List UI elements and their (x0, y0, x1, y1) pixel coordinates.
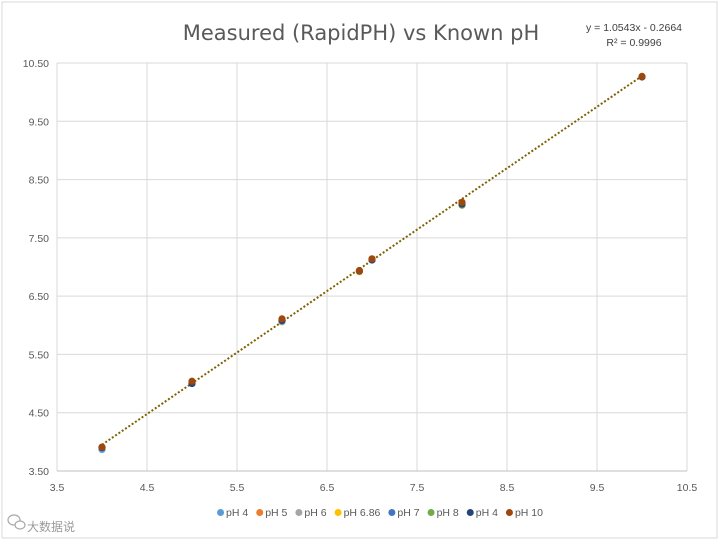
legend-item: pH 4 (217, 507, 248, 519)
legend-item: pH 7 (388, 507, 420, 519)
x-tick-label: 3.5 (50, 482, 65, 494)
y-tick-label: 4.50 (29, 408, 50, 420)
legend-label: pH 4 (226, 507, 248, 519)
legend-label: pH 10 (515, 507, 543, 519)
data-point (278, 315, 286, 323)
legend-item: pH 5 (256, 507, 288, 519)
x-tick-label: 9.5 (590, 482, 605, 494)
wechat-icon (7, 514, 26, 530)
y-tick-label: 8.50 (29, 175, 50, 187)
watermark: 大数据说 (7, 514, 75, 534)
watermark-text: 大数据说 (27, 519, 75, 534)
x-tick-label: 8.5 (500, 482, 515, 494)
y-tick-label: 6.50 (29, 291, 50, 303)
y-tick-label: 3.50 (29, 466, 50, 478)
legend-item: pH 6.86 (334, 507, 381, 519)
x-tick-label: 10.5 (677, 482, 698, 494)
data-point (368, 255, 376, 263)
legend: pH 4 pH 5 pH 6 pH 6.86 pH 7 pH 8 pH 4 pH 10 (217, 507, 543, 519)
legend-marker (466, 509, 474, 516)
legend-label: pH 5 (265, 507, 287, 519)
y-tick-label: 9.50 (29, 116, 50, 128)
x-tick-label: 5.5 (230, 482, 245, 494)
data-point (98, 443, 106, 451)
legend-marker (217, 509, 225, 516)
legend-label: pH 6 (304, 507, 326, 519)
chart-title: Measured (RapidPH) vs Known pH (183, 21, 540, 45)
data-point (458, 198, 466, 206)
data-points (98, 72, 646, 454)
data-point (188, 377, 196, 385)
legend-item: pH 8 (427, 507, 459, 519)
axes: 3.5 4.5 5.5 6.5 7.5 8.5 9.5 10.5 3.50 4.50 5.50 6.5… (23, 58, 698, 494)
legend-marker (505, 509, 513, 516)
y-tick-label: 7.50 (29, 233, 50, 245)
legend-marker (295, 509, 303, 516)
legend-marker (388, 509, 396, 516)
legend-label: pH 4 (476, 507, 498, 519)
y-tick-label: 10.50 (23, 58, 49, 70)
legend-label: pH 6.86 (344, 507, 381, 519)
legend-item: pH 4 (466, 507, 498, 519)
y-tick-label: 5.50 (29, 349, 50, 361)
x-tick-label: 4.5 (140, 482, 155, 494)
x-tick-label: 6.5 (320, 482, 335, 494)
x-tick-label: 7.5 (410, 482, 425, 494)
legend-item: pH 6 (295, 507, 327, 519)
legend-label: pH 7 (397, 507, 419, 519)
legend-marker (256, 509, 264, 516)
legend-label: pH 8 (437, 507, 459, 519)
data-point (355, 266, 363, 275)
legend-item: pH 10 (505, 507, 543, 519)
legend-marker (334, 509, 342, 516)
data-point (638, 72, 646, 81)
trendline-r-squared: R² = 0.9996 (606, 37, 661, 49)
trendline-equation: y = 1.0543x - 0.2664 (586, 22, 682, 34)
legend-marker (427, 509, 435, 516)
